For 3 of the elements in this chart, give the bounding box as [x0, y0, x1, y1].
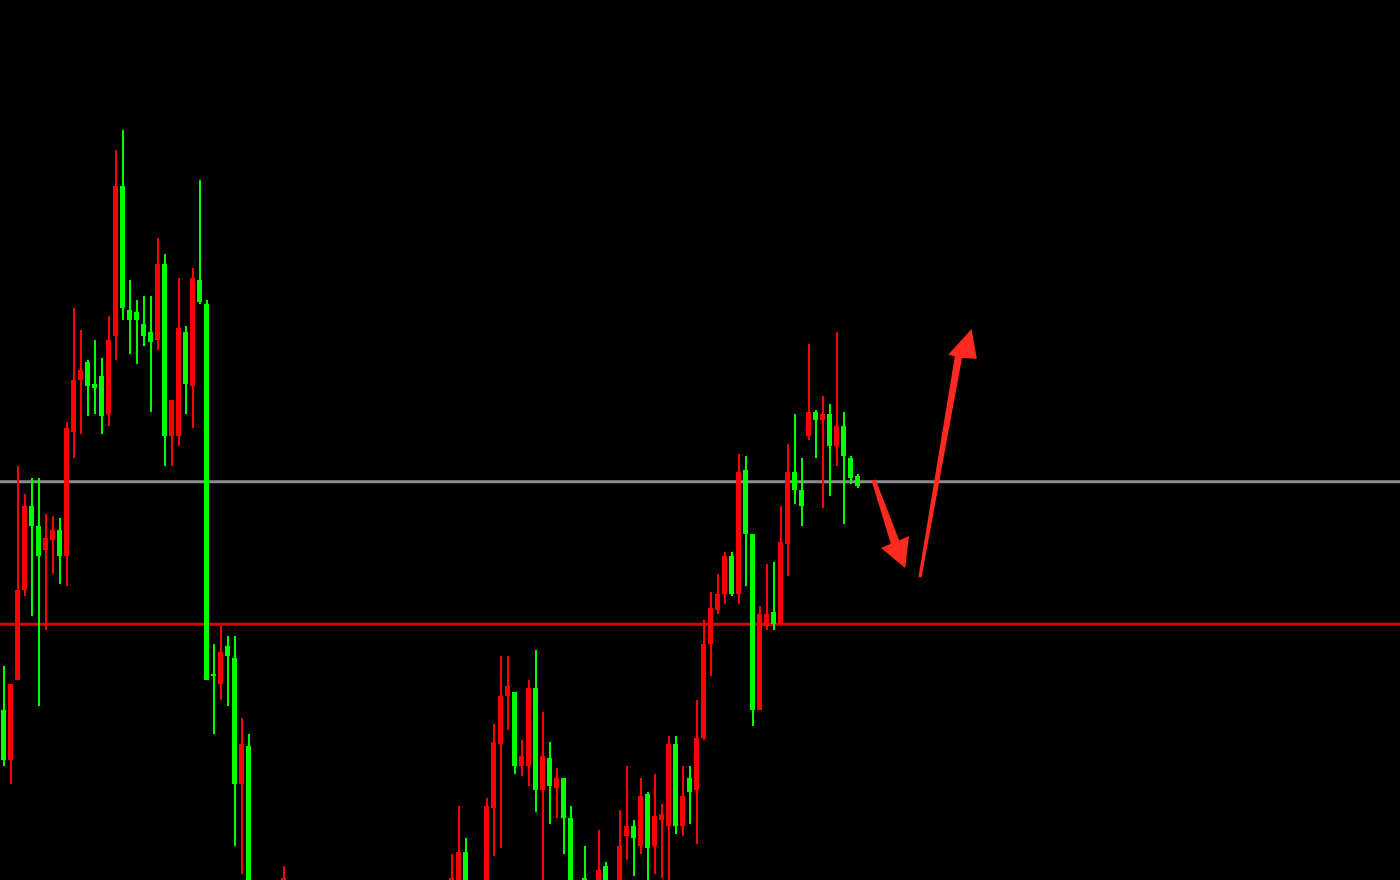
candlestick — [147, 295, 154, 412]
candlestick — [581, 846, 588, 880]
candlestick — [819, 396, 826, 508]
